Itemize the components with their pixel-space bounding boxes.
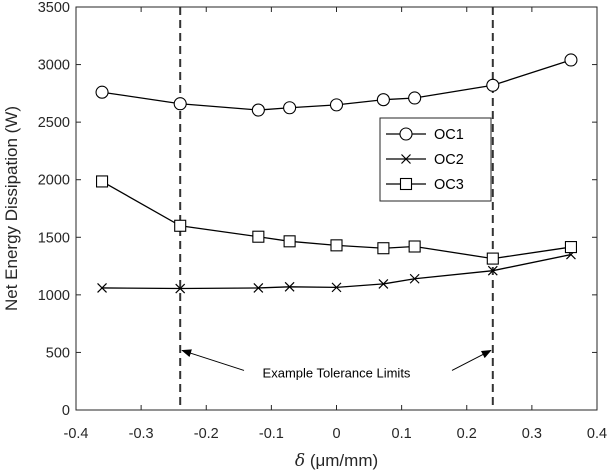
data-point-oc3 <box>283 235 296 248</box>
legend-label-oc3: OC3 <box>434 177 464 193</box>
y-tick-label: 3500 <box>38 0 70 16</box>
data-point-oc1 <box>283 101 297 115</box>
data-point-oc1 <box>251 103 265 117</box>
data-point-oc1 <box>173 97 187 111</box>
data-point-oc1 <box>564 53 578 67</box>
data-point-oc2 <box>331 282 342 293</box>
data-point-oc3 <box>174 219 187 232</box>
data-point-oc3 <box>408 240 421 253</box>
x-tick-label: 0.3 <box>522 426 542 442</box>
annotation-arrow-left <box>181 349 245 371</box>
data-point-oc2 <box>487 265 498 276</box>
x-axis-symbol: δ <box>295 451 305 471</box>
data-point-oc2 <box>409 273 420 284</box>
x-tick-label: -0.3 <box>129 426 154 442</box>
y-tick-label: 1000 <box>38 288 70 304</box>
data-point-oc2 <box>253 283 264 293</box>
y-tick-label: 2000 <box>38 173 70 189</box>
x-tick-label: 0.4 <box>587 426 607 442</box>
series-layer <box>95 53 578 294</box>
y-tick-label: 3000 <box>38 58 70 74</box>
annotation-arrow-right <box>451 350 492 371</box>
plot-frame <box>75 6 598 411</box>
data-point-oc1 <box>486 78 500 92</box>
annotation: Example Tolerance Limits <box>181 349 492 380</box>
data-point-oc3 <box>330 239 343 252</box>
legend-label-oc2: OC2 <box>434 152 464 168</box>
data-point-oc3 <box>96 175 109 188</box>
x-axis-label: δ (μm/mm) <box>295 451 378 471</box>
legend-marker-oc1 <box>399 127 413 141</box>
axis-ticks: -0.4 -0.3 -0.2 -0.1 0 0.1 0.2 0.3 0.4 0 500 1000 150… <box>38 0 607 442</box>
y-axis-label: Net Energy Dissipation (W) <box>2 106 21 311</box>
series-line-oc2 <box>102 253 572 290</box>
data-point-oc1 <box>376 93 390 107</box>
legend-marker-oc2 <box>401 154 411 164</box>
x-axis-unit: (μm/mm) <box>305 451 378 470</box>
x-tick-label: -0.4 <box>64 426 89 442</box>
annotation-text: Example Tolerance Limits <box>263 365 411 380</box>
data-point-oc3 <box>377 242 390 255</box>
data-point-oc3 <box>486 252 499 265</box>
y-tick-label: 2500 <box>38 115 70 131</box>
data-point-oc3 <box>564 241 578 254</box>
legend: OC1 OC2 OC3 <box>379 117 492 202</box>
y-tick-label: 500 <box>46 345 70 361</box>
x-tick-label: 0.2 <box>457 426 477 442</box>
data-point-oc2 <box>175 283 186 294</box>
x-tick-label: -0.2 <box>194 426 219 442</box>
y-tick-label: 1500 <box>38 230 70 246</box>
data-point-oc2 <box>97 283 107 293</box>
data-point-oc2 <box>378 278 389 289</box>
legend-label-oc1: OC1 <box>434 127 464 143</box>
tolerance-limit-lines <box>179 7 494 410</box>
legend-marker-oc3 <box>399 177 413 191</box>
data-point-oc2 <box>284 281 295 292</box>
data-point-oc1 <box>329 98 344 112</box>
data-point-oc1 <box>95 85 109 99</box>
data-point-oc3 <box>252 230 265 243</box>
x-tick-label: 0 <box>332 426 340 442</box>
y-tick-label: 0 <box>62 403 70 419</box>
x-tick-label: -0.1 <box>259 426 284 442</box>
data-point-oc1 <box>408 91 422 105</box>
x-tick-label: 0.1 <box>392 426 412 442</box>
